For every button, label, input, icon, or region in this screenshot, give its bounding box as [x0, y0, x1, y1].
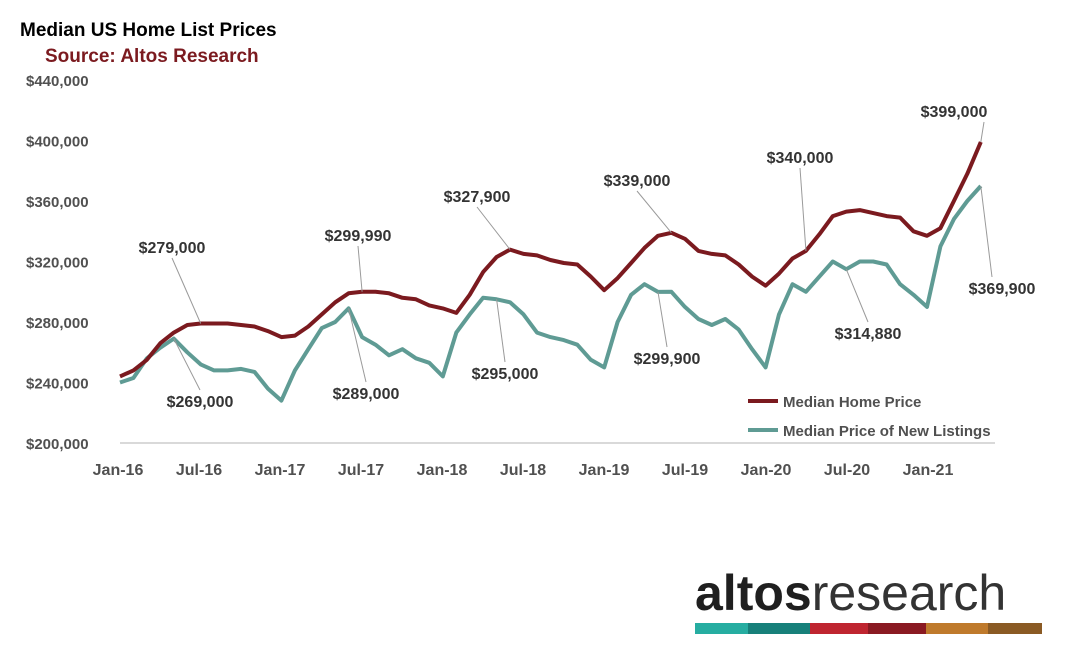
- x-tick-label: Jan-16: [93, 462, 144, 479]
- logo-text-bold: altos: [695, 565, 812, 621]
- annotation-label: $299,900: [634, 351, 701, 368]
- annotation-label: $289,000: [333, 386, 400, 403]
- x-tick-label: Jan-21: [903, 462, 954, 479]
- y-tick-label: $240,000: [26, 376, 89, 393]
- annotation-label: $339,000: [604, 173, 671, 190]
- legend-label: Median Home Price: [783, 394, 921, 411]
- x-tick-label: Jan-19: [579, 462, 630, 479]
- annotation-label: $279,000: [139, 240, 206, 257]
- annotation-leader-line: [171, 257, 202, 324]
- chart-title: Median US Home List Prices: [20, 20, 277, 41]
- logo-bar-segment: [810, 623, 868, 634]
- annotation-label: $369,900: [969, 281, 1036, 298]
- x-tick-label: Jul-20: [824, 462, 870, 479]
- annotation-leader-line: [173, 338, 201, 391]
- y-tick-label: $360,000: [26, 194, 89, 211]
- x-tick-label: Jul-19: [662, 462, 708, 479]
- annotation-label: $340,000: [767, 150, 834, 167]
- x-tick-label: Jul-18: [500, 462, 546, 479]
- annotation-leader-line: [496, 299, 506, 363]
- y-tick-label: $440,000: [26, 73, 89, 90]
- annotation-leader-line: [657, 291, 668, 348]
- annotation-leader-line: [980, 121, 985, 143]
- annotation-label: $327,900: [444, 189, 511, 206]
- legend-label: Median Price of New Listings: [783, 423, 991, 440]
- logo-bar-segment: [926, 623, 988, 634]
- new-listings-price-line: [119, 184, 983, 403]
- logo-color-bar: [695, 623, 1042, 634]
- annotation-label: $295,000: [472, 366, 539, 383]
- logo-bar-segment: [748, 623, 810, 634]
- x-tick-label: Jul-16: [176, 462, 222, 479]
- annotation-leader-line: [348, 308, 367, 383]
- annotation-leader-line: [845, 269, 869, 323]
- annotation-label: $314,880: [835, 326, 902, 343]
- chart-subtitle: Source: Altos Research: [45, 46, 259, 67]
- logo-text-light: research: [811, 565, 1007, 621]
- x-tick-label: Jan-20: [741, 462, 792, 479]
- annotation-leader-line: [980, 185, 993, 278]
- annotation-leader-line: [636, 190, 672, 234]
- line-chart: $200,000 $240,000 $280,000 $320,000 $360,000…: [26, 73, 1036, 479]
- annotation-label: $299,990: [325, 228, 392, 245]
- logo-bar-segment: [868, 623, 926, 634]
- x-tick-label: Jan-18: [417, 462, 468, 479]
- x-tick-label: Jul-17: [338, 462, 384, 479]
- x-tick-label: Jan-17: [255, 462, 306, 479]
- altos-research-logo: altosresearch: [695, 565, 1045, 637]
- y-tick-label: $320,000: [26, 255, 89, 272]
- logo-bar-segment: [988, 623, 1042, 634]
- logo-bar-segment: [695, 623, 748, 634]
- y-tick-label: $200,000: [26, 436, 89, 453]
- annotation-leader-line: [476, 206, 511, 250]
- y-tick-label: $400,000: [26, 134, 89, 151]
- annotation-label: $269,000: [167, 394, 234, 411]
- annotation-leader-line: [357, 245, 363, 292]
- median-home-price-line: [119, 141, 983, 379]
- y-tick-label: $280,000: [26, 315, 89, 332]
- annotation-leader-line: [799, 167, 807, 251]
- annotation-label: $399,000: [921, 104, 988, 121]
